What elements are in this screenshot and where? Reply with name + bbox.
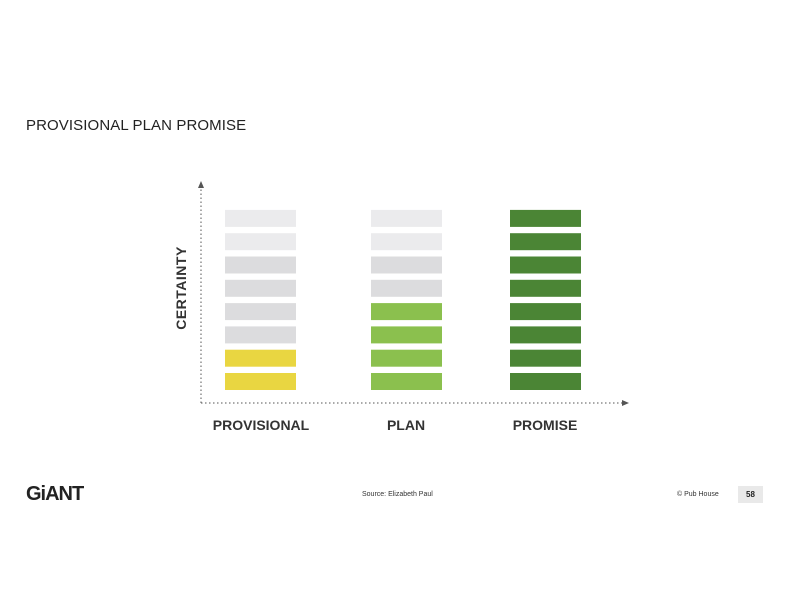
promise-segment-6 [510, 256, 581, 274]
plan-segment-1 [371, 373, 442, 390]
column-label-promise: PROMISE [512, 417, 578, 433]
plan-segment-5 [371, 279, 442, 297]
plan-segment-7 [371, 233, 442, 251]
provisional-segment-4 [225, 303, 296, 321]
promise-segment-7 [510, 233, 581, 251]
plan-segment-4 [371, 303, 442, 321]
column-label-provisional: PROVISIONAL [212, 417, 310, 433]
promise-segment-8 [510, 209, 581, 227]
promise-segment-1 [510, 373, 581, 390]
provisional-segment-8 [225, 209, 296, 227]
plan-segment-8 [371, 209, 442, 227]
plan-segment-3 [371, 326, 442, 344]
provisional-segment-1 [225, 373, 296, 390]
y-axis-arrow-icon [198, 181, 204, 188]
plan-segment-6 [371, 256, 442, 274]
source-note: Source: Elizabeth Paul [362, 491, 433, 498]
x-axis-arrow-icon [622, 400, 629, 406]
provisional-segment-7 [225, 233, 296, 251]
column-label-plan: PLAN [386, 417, 426, 433]
provisional-segment-5 [225, 279, 296, 297]
page-title: PROVISIONAL PLAN PROMISE [26, 117, 247, 134]
promise-segment-3 [510, 326, 581, 344]
provisional-segment-3 [225, 326, 296, 344]
promise-segment-4 [510, 303, 581, 321]
chart-axes [198, 181, 629, 406]
provisional-segment-2 [225, 349, 296, 367]
y-axis-label: CERTAINTY [173, 246, 189, 330]
chart-bars [225, 209, 581, 390]
giant-logo: GiANT [26, 483, 84, 505]
plan-segment-2 [371, 349, 442, 367]
page-number: 58 [738, 486, 763, 503]
promise-segment-5 [510, 279, 581, 297]
provisional-segment-6 [225, 256, 296, 274]
copyright-note: © Pub House [677, 491, 719, 498]
promise-segment-2 [510, 349, 581, 367]
